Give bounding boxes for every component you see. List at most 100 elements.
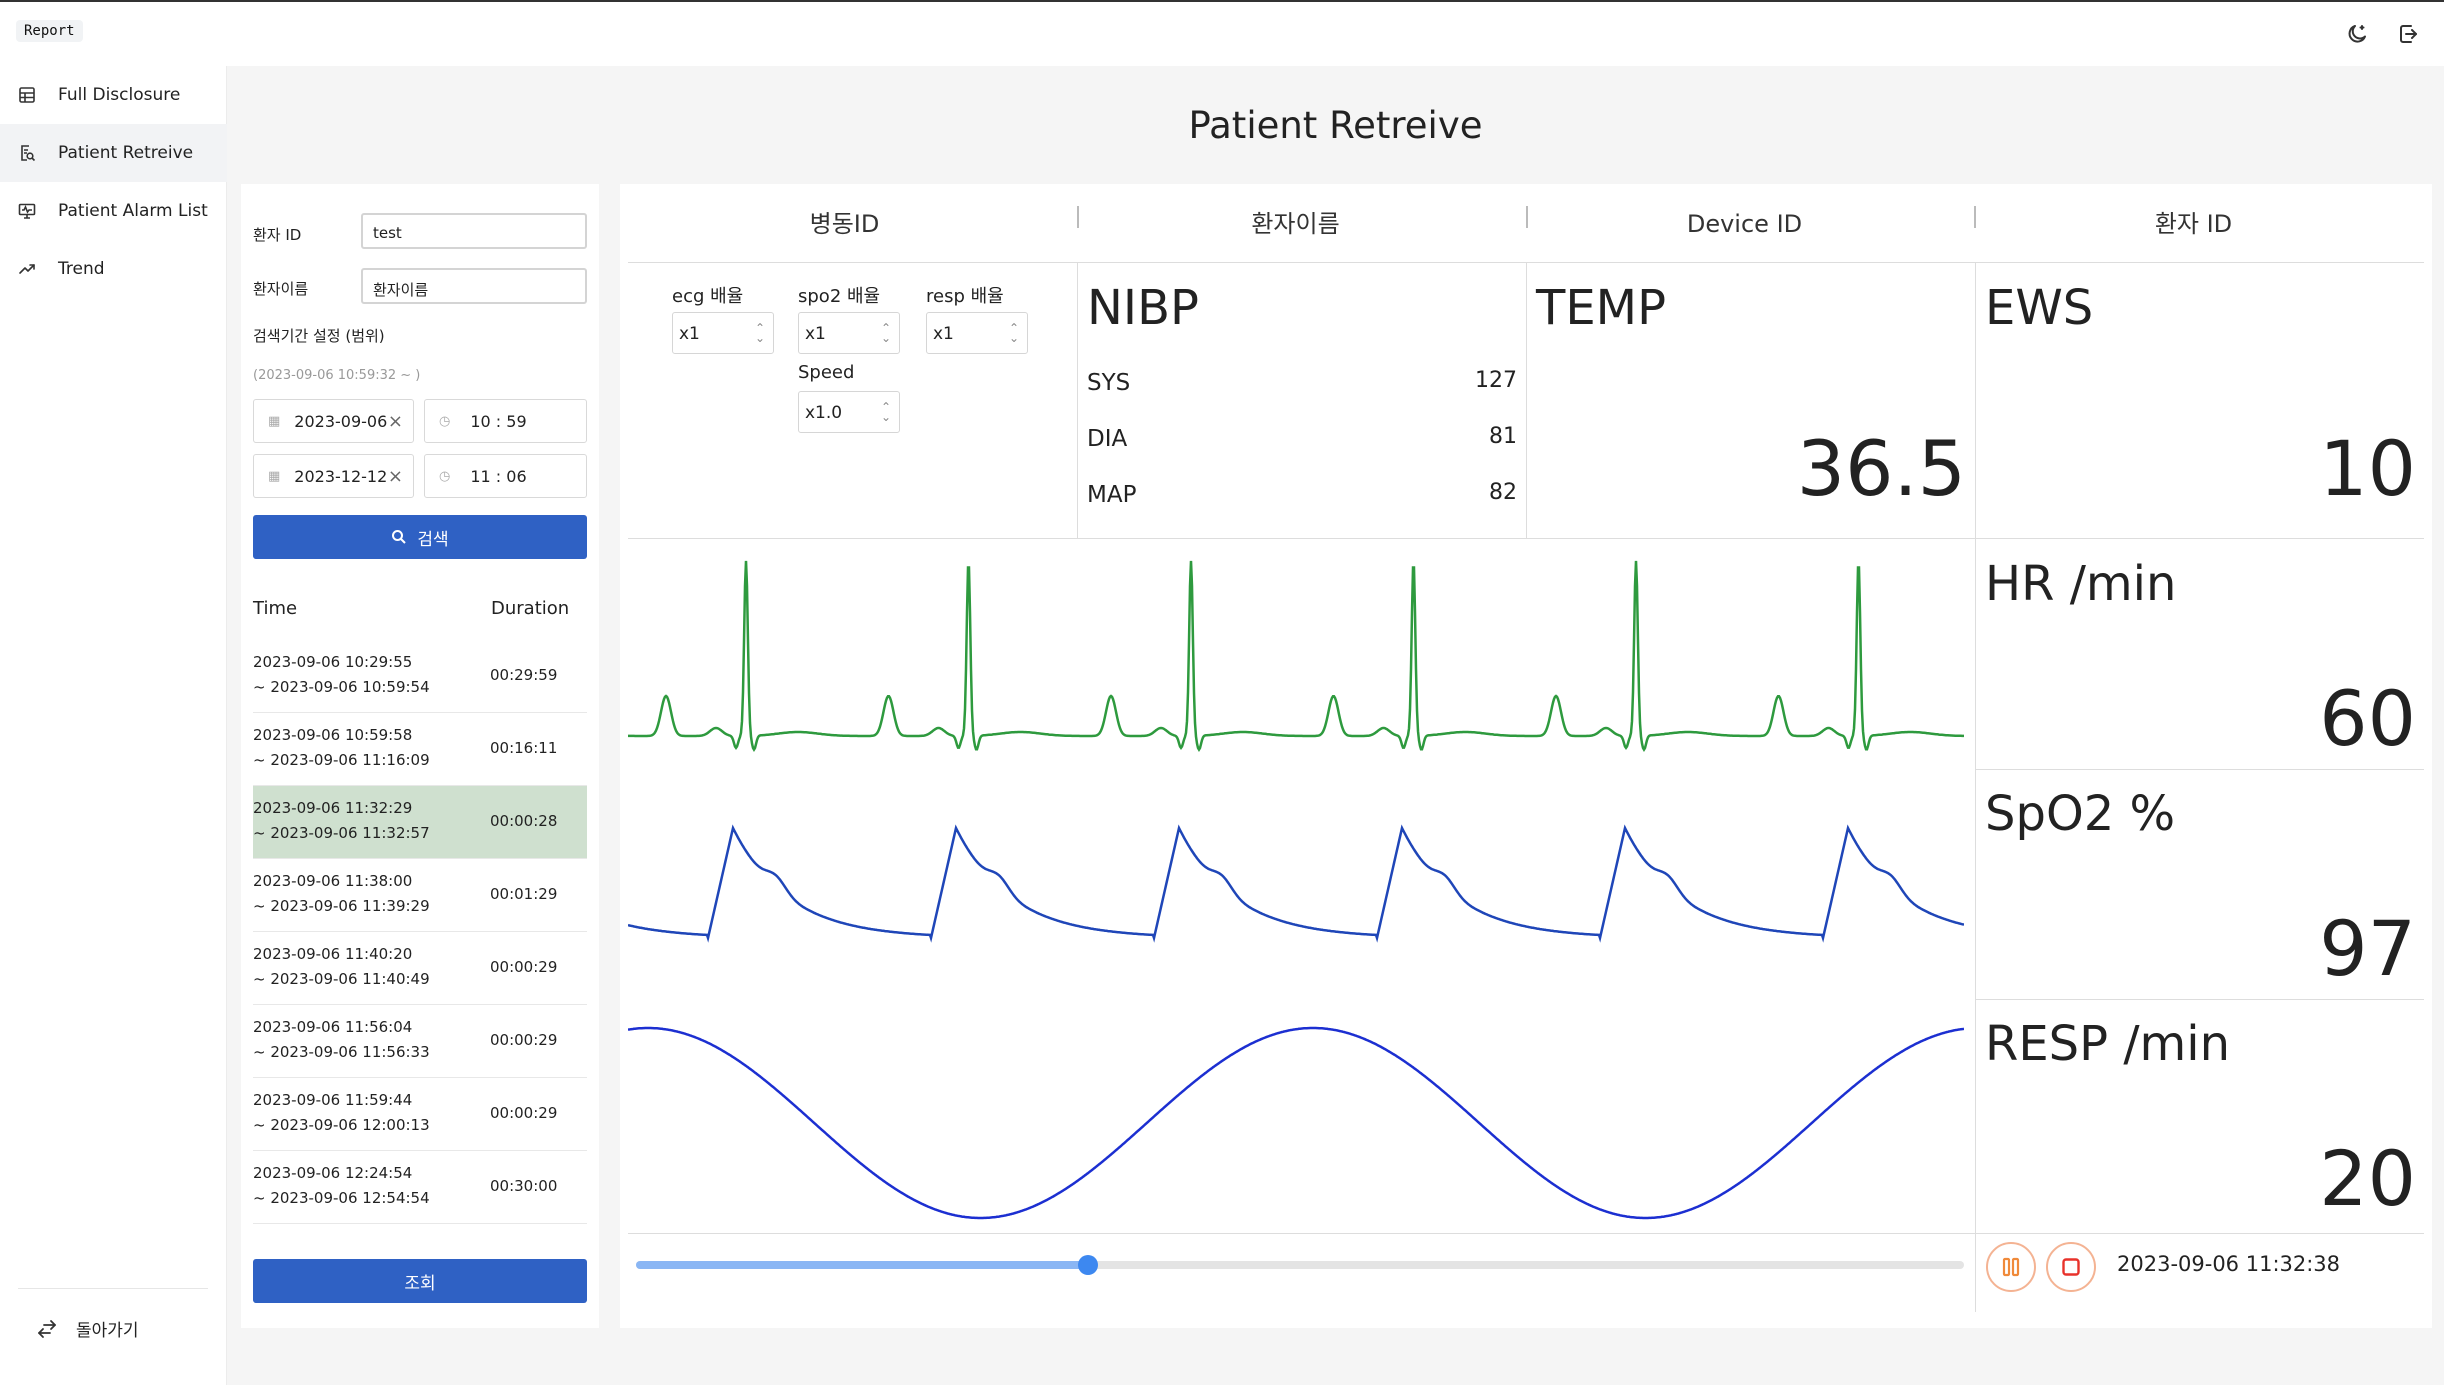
ecg-multiplier-label: ecg 배율 [672,286,744,307]
record-start: 2023-09-06 12:24:54 [253,1164,413,1182]
monitor-alarm-icon [18,203,36,219]
divider [1975,999,2424,1000]
record-duration: 00:00:29 [490,958,558,976]
ecg-trace [628,560,1964,753]
record-end: ~ 2023-09-06 11:32:57 [253,824,430,842]
patient-name-input[interactable]: 환자이름 [361,268,587,304]
clear-start-date-icon[interactable]: × [387,410,403,432]
updown-chevron-icon: ⌃ ⌄ [880,321,891,345]
search-document-icon [21,145,36,162]
record-duration: 00:00:28 [490,812,558,830]
clock-icon: ◷ [439,468,451,484]
header-device-id: Device ID [1686,210,1803,238]
ews-title: EWS [1985,280,2094,336]
start-time-value: 10 : 59 [470,411,527,431]
nibp-map-label: MAP [1087,482,1137,508]
list-item[interactable]: 2023-09-06 10:29:55 ~ 2023-09-06 10:59:5… [253,640,587,713]
playback-timestamp: 2023-09-06 11:32:38 [2117,1252,2341,1276]
start-time-picker[interactable]: ◷ 10 : 59 [424,399,587,443]
resp-multiplier-value: x1 [933,324,954,344]
start-date-picker[interactable]: ▦ 2023-09-06 × [253,399,414,443]
record-list[interactable]: 2023-09-06 10:29:55 ~ 2023-09-06 10:59:5… [253,640,587,1385]
sidebar-item-trend[interactable]: Trend [0,240,227,298]
record-end: ~ 2023-09-06 11:40:49 [253,970,430,988]
sidebar-divider [18,1288,208,1289]
record-end: ~ 2023-09-06 11:56:33 [253,1043,430,1061]
sidebar-item-label: Patient Alarm List [58,201,208,221]
pleth-waveform [628,824,1964,943]
ecg-multiplier-value: x1 [679,324,700,344]
divider [1526,262,1527,538]
list-item[interactable]: 2023-09-06 10:59:58 ~ 2023-09-06 11:16:0… [253,713,587,786]
divider [628,1233,2424,1234]
list-item[interactable]: 2023-09-06 11:40:20 ~ 2023-09-06 11:40:4… [253,932,587,1005]
sidebar-item-patient-retreive[interactable]: Patient Retreive [0,124,227,182]
lookup-button-label: 조회 [404,1273,436,1294]
record-end: ~ 2023-09-06 12:54:54 [253,1189,430,1207]
record-start: 2023-09-06 11:56:04 [253,1018,413,1036]
sidebar-item-label: Patient Retreive [58,143,194,163]
end-time-picker[interactable]: ◷ 11 : 06 [424,454,587,498]
resp-title: RESP /min [1985,1016,2231,1072]
stop-button[interactable] [2046,1242,2096,1292]
back-button-label: 돌아가기 [76,1321,139,1341]
patient-id-input[interactable]: test [361,213,587,249]
record-end: ~ 2023-09-06 12:00:13 [253,1116,430,1134]
list-item[interactable]: 2023-09-06 12:24:54 ~ 2023-09-06 12:54:5… [253,1151,587,1224]
spo2-multiplier-select[interactable]: x1 ⌃ ⌄ [798,312,900,354]
hr-value: 60 [2319,674,2416,763]
speed-select[interactable]: x1.0 ⌃ ⌄ [798,391,900,433]
list-item[interactable]: 2023-09-06 11:59:44 ~ 2023-09-06 12:00:1… [253,1078,587,1151]
nibp-map-value: 82 [1489,480,1517,505]
search-icon [392,530,407,544]
playback-slider[interactable] [636,1255,1964,1275]
record-end: ~ 2023-09-06 11:39:29 [253,897,430,915]
resp-waveform [628,1026,1964,1220]
list-item[interactable]: 2023-09-06 11:38:00 ~ 2023-09-06 11:39:2… [253,859,587,932]
spo2-multiplier-value: x1 [805,324,826,344]
header-separator [1077,206,1079,228]
spo2-value: 97 [2319,904,2416,993]
clear-end-date-icon[interactable]: × [387,465,403,487]
resp-multiplier-label: resp 배율 [926,286,1004,307]
pause-icon [2002,1257,2020,1277]
logout-icon[interactable] [2393,18,2425,50]
updown-chevron-icon: ⌃ ⌄ [880,400,891,424]
record-duration: 00:00:29 [490,1031,558,1049]
sidebar-item-label: Full Disclosure [58,85,181,105]
search-panel: 환자 ID test 환자이름 환자이름 검색기간 설정 (범위) (2023-… [241,184,599,1328]
temp-value: 36.5 [1796,424,1966,513]
end-date-value: 2023-12-12 [294,466,388,486]
back-button[interactable]: 돌아가기 [36,1316,139,1341]
search-button[interactable]: 검색 [253,515,587,559]
record-end: ~ 2023-09-06 10:59:54 [253,678,430,696]
calendar-icon: ▦ [268,413,281,429]
monitor-panel: 병동ID 환자이름 Device ID 환자 ID ecg 배율 x1 ⌃ ⌄ s… [620,184,2432,1328]
calendar-icon: ▦ [268,468,281,484]
record-duration: 00:01:29 [490,885,558,903]
dark-mode-icon[interactable] [2341,18,2373,50]
record-start: 2023-09-06 11:40:20 [253,945,413,963]
trend-icon [19,264,35,274]
end-date-picker[interactable]: ▦ 2023-12-12 × [253,454,414,498]
ecg-multiplier-select[interactable]: x1 ⌃ ⌄ [672,312,774,354]
col-header-duration: Duration [491,598,570,619]
pause-button[interactable] [1986,1242,2036,1292]
list-item[interactable]: 2023-09-06 11:56:04 ~ 2023-09-06 11:56:3… [253,1005,587,1078]
record-duration: 00:29:59 [490,666,558,684]
speed-label: Speed [798,362,855,383]
list-item-selected[interactable]: 2023-09-06 11:32:29 ~ 2023-09-06 11:32:5… [253,786,587,859]
playback-slider-thumb[interactable] [1077,1255,1098,1275]
header-patient-name: 환자이름 [1251,210,1340,238]
lookup-button[interactable]: 조회 [253,1259,587,1303]
nibp-sys-value: 127 [1475,368,1517,393]
record-start: 2023-09-06 10:59:58 [253,726,413,744]
header-separator [1974,206,1976,228]
resp-trace [628,1026,1964,1220]
sidebar-item-full-disclosure[interactable]: Full Disclosure [0,66,227,124]
record-start: 2023-09-06 11:38:00 [253,872,413,890]
patient-name-label: 환자이름 [253,280,309,298]
search-button-label: 검색 [417,529,449,550]
resp-multiplier-select[interactable]: x1 ⌃ ⌄ [926,312,1028,354]
sidebar-item-patient-alarm-list[interactable]: Patient Alarm List [0,182,227,240]
